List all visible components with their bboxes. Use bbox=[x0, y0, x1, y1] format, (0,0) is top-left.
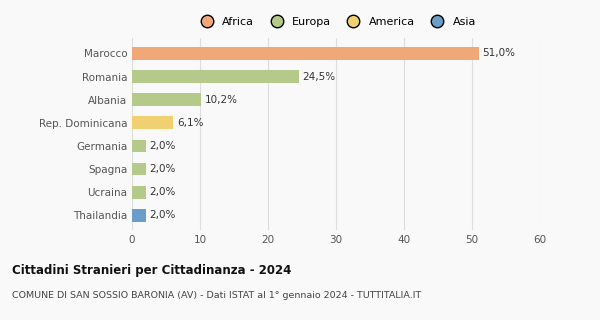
Bar bbox=[132, 93, 202, 106]
Bar bbox=[132, 140, 146, 152]
Bar bbox=[132, 70, 299, 83]
Bar bbox=[132, 116, 173, 129]
Bar bbox=[132, 209, 146, 222]
Text: 2,0%: 2,0% bbox=[149, 210, 175, 220]
Text: 51,0%: 51,0% bbox=[482, 49, 515, 59]
Bar bbox=[132, 163, 146, 175]
Text: COMUNE DI SAN SOSSIO BARONIA (AV) - Dati ISTAT al 1° gennaio 2024 - TUTTITALIA.I: COMUNE DI SAN SOSSIO BARONIA (AV) - Dati… bbox=[12, 291, 421, 300]
Bar bbox=[132, 47, 479, 60]
Text: 2,0%: 2,0% bbox=[149, 141, 175, 151]
Text: 24,5%: 24,5% bbox=[302, 72, 335, 82]
Text: 2,0%: 2,0% bbox=[149, 164, 175, 174]
Bar bbox=[132, 186, 146, 198]
Text: Cittadini Stranieri per Cittadinanza - 2024: Cittadini Stranieri per Cittadinanza - 2… bbox=[12, 264, 292, 277]
Text: 10,2%: 10,2% bbox=[205, 95, 238, 105]
Legend: Africa, Europa, America, Asia: Africa, Europa, America, Asia bbox=[193, 14, 479, 29]
Text: 6,1%: 6,1% bbox=[177, 118, 203, 128]
Text: 2,0%: 2,0% bbox=[149, 187, 175, 197]
